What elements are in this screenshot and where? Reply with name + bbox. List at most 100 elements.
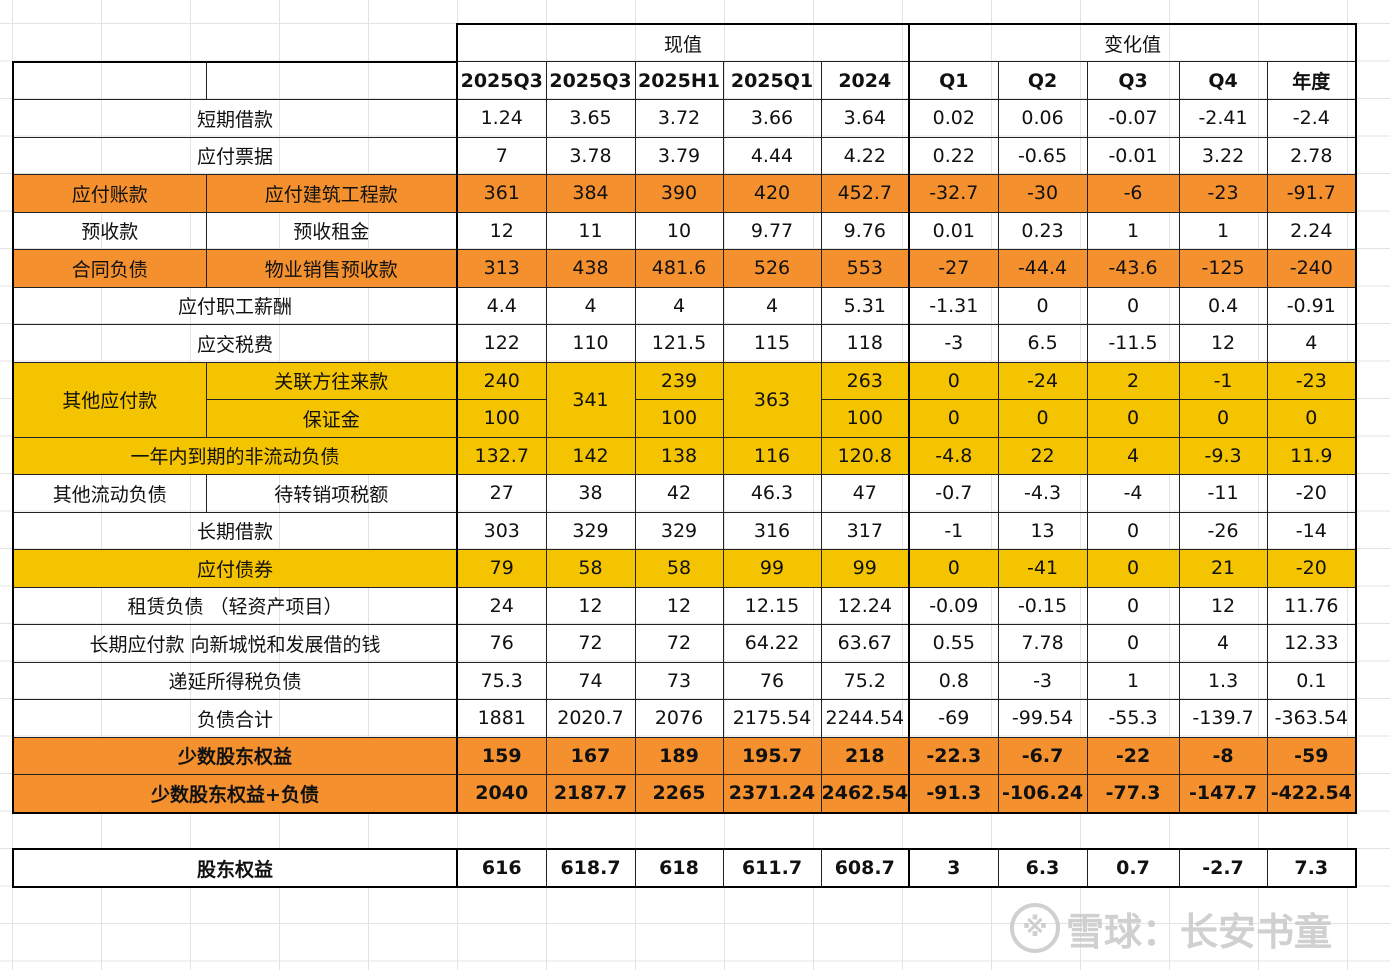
value-cell: 132.7 (456, 436, 547, 475)
change-cell: 7.78 (997, 624, 1088, 663)
value-cell: 159 (456, 736, 547, 775)
table-row: 应付票据 7 3.78 3.79 4.44 4.22 0.22 -0.65 -0.01 3.22 2… (12, 136, 1358, 175)
change-cell: -2.41 (1178, 99, 1268, 138)
table-row: 合同负债 物业销售预收款 313 438 481.6 526 553 -27 -44.4 -43.… (12, 249, 1358, 288)
value-cell: 79 (456, 549, 547, 588)
change-cell: 1 (1086, 661, 1180, 700)
table-row: 应交税费 122 110 121.5 115 118 -3 6.5 -11.5 12 4 (12, 324, 1358, 363)
value-cell: 64.22 (722, 624, 822, 663)
liabilities-table: 现值 变化值 2025Q3 2025Q3 2025H1 2025Q1 2024 … (12, 23, 1358, 814)
change-cell: -106.24 (997, 774, 1088, 814)
value-cell: 76 (456, 624, 547, 663)
row-label: 其他流动负债 (12, 474, 207, 513)
value-cell: 316 (722, 511, 822, 550)
watermark-text: 雪球：长安书童 (1066, 909, 1333, 954)
change-cell: 4 (1086, 436, 1180, 475)
value-cell: 12.15 (722, 586, 822, 625)
change-cell: 0.06 (997, 99, 1088, 138)
value-cell: 100 (634, 399, 724, 438)
value-cell: 99 (722, 549, 822, 588)
row-label: 长期应付款 向新城悦和发展借的钱 (12, 624, 458, 663)
value-cell: 263 (820, 361, 910, 400)
change-cell: -41 (997, 549, 1088, 588)
change-value-header: 变化值 (908, 23, 1358, 62)
value-cell: 118 (820, 324, 910, 363)
change-cell: -22 (1086, 736, 1180, 775)
change-cell: -2.4 (1266, 99, 1358, 138)
value-cell: 24 (456, 586, 547, 625)
change-cell: 0.1 (1266, 661, 1358, 700)
change-cell: -240 (1266, 249, 1358, 288)
equity-table: 股东权益 616 618.7 618 611.7 608.7 3 6.3 0.7… (12, 848, 1357, 888)
row-label: 长期借款 (12, 511, 458, 550)
change-cell: -1 (908, 511, 999, 550)
change-cell: 1 (1178, 211, 1268, 250)
change-cell: -0.65 (997, 136, 1088, 175)
change-cell: 11.9 (1266, 436, 1358, 475)
change-cell: 4 (1266, 324, 1358, 363)
value-cell: 122 (456, 324, 547, 363)
table-row: 其他流动负债 待转销项税额 27 38 42 46.3 47 -0.7 -4.3 -4 -11 -20 (12, 474, 1358, 513)
row-label: 其他应付款 (12, 361, 207, 438)
value-cell: 3.64 (820, 99, 910, 138)
change-cell: 3.22 (1178, 136, 1268, 175)
value-cell: 63.67 (820, 624, 910, 663)
row-label: 应付票据 (12, 136, 458, 175)
value-cell: 390 (634, 174, 724, 213)
value-cell: 116 (722, 436, 822, 475)
value-cell: 74 (545, 661, 636, 700)
change-cell: 2.78 (1266, 136, 1358, 175)
change-cell: 2.24 (1266, 211, 1358, 250)
value-cell: 3.79 (634, 136, 724, 175)
row-label: 应付职工薪酬 (12, 286, 458, 325)
value-cell: 9.77 (722, 211, 822, 250)
value-cell: 115 (722, 324, 822, 363)
change-cell: -55.3 (1086, 699, 1180, 738)
value-cell: 9.76 (820, 211, 910, 250)
value-cell: 452.7 (820, 174, 910, 213)
change-cell: -22.3 (908, 736, 999, 775)
value-cell: 4.22 (820, 136, 910, 175)
change-header: Q1 (908, 61, 999, 100)
change-cell: 0 (1086, 399, 1180, 438)
row-sublabel: 应付建筑工程款 (205, 174, 458, 213)
value-cell: 2040 (456, 774, 547, 814)
header-sub-cell (205, 60, 458, 100)
change-cell: -0.91 (1266, 286, 1358, 325)
equity-value: 618 (634, 848, 724, 888)
change-cell: -139.7 (1178, 699, 1268, 738)
change-cell: 0 (1086, 286, 1180, 325)
value-cell: 2175.54 (722, 699, 822, 738)
value-cell: 72 (545, 624, 636, 663)
value-cell: 100 (456, 399, 547, 438)
equity-change: 7.3 (1266, 848, 1357, 888)
change-header: Q3 (1086, 61, 1180, 100)
value-cell: 99 (820, 549, 910, 588)
value-cell: 7 (456, 136, 547, 175)
change-cell: 2 (1086, 361, 1180, 400)
row-label: 应交税费 (12, 324, 458, 363)
change-cell: 0.23 (997, 211, 1088, 250)
change-cell: -32.7 (908, 174, 999, 213)
value-cell: 3.66 (722, 99, 822, 138)
change-cell: 12.33 (1266, 624, 1358, 663)
period-header: 2025Q3 (456, 61, 547, 100)
table-row: 预收款 预收租金 12 11 10 9.77 9.76 0.01 0.23 1 1 2.24 (12, 211, 1358, 250)
equity-label: 股东权益 (12, 848, 458, 888)
change-cell: -77.3 (1086, 774, 1180, 814)
value-cell: 1.24 (456, 99, 547, 138)
table-row: 少数股东权益 159 167 189 195.7 218 -22.3 -6.7 -22 -8 -59 (12, 736, 1358, 775)
row-sublabel: 关联方往来款 (205, 361, 458, 400)
value-cell: 240 (456, 361, 547, 400)
value-cell: 72 (634, 624, 724, 663)
current-value-header: 现值 (455, 23, 910, 62)
row-label: 应付账款 (12, 174, 207, 213)
value-cell: 3.65 (545, 99, 636, 138)
value-cell: 5.31 (820, 286, 910, 325)
change-cell: -59 (1266, 736, 1358, 775)
change-cell: 0 (1086, 586, 1180, 625)
value-cell: 553 (820, 249, 910, 288)
value-cell: 2020.7 (545, 699, 636, 738)
change-cell: 6.5 (997, 324, 1088, 363)
table-row: 应付债券 79 58 58 99 99 0 -41 0 21 -20 (12, 549, 1358, 588)
